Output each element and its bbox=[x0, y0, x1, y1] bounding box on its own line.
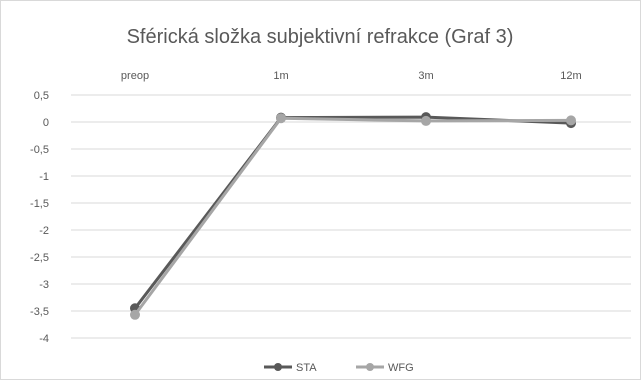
x-tick-label: 12m bbox=[560, 70, 581, 82]
y-tick-label: -3 bbox=[39, 279, 49, 291]
y-tick-label: 0 bbox=[43, 117, 49, 129]
legend-marker-sta bbox=[274, 363, 282, 371]
y-axis-ticks: 0,5 0 -0,5 -1 -1,5 -2 -2,5 -3 -3,5 -4 bbox=[30, 90, 49, 345]
y-tick-label: -4 bbox=[39, 333, 49, 345]
legend-label-wfg: WFG bbox=[388, 362, 414, 374]
y-tick-label: 0,5 bbox=[34, 90, 49, 102]
data-point-wfg bbox=[566, 115, 576, 126]
x-tick-label: 1m bbox=[273, 70, 288, 82]
y-tick-label: -2,5 bbox=[30, 252, 49, 264]
data-point-wfg bbox=[421, 115, 431, 126]
y-tick-label: -0,5 bbox=[30, 144, 49, 156]
y-tick-label: -3,5 bbox=[30, 306, 49, 318]
data-point-wfg bbox=[130, 309, 140, 320]
x-tick-label: preop bbox=[121, 70, 149, 82]
x-tick-label: 3m bbox=[418, 70, 433, 82]
chart-title: Sférická složka subjektivní refrakce (Gr… bbox=[127, 26, 514, 48]
legend: STA WFG bbox=[264, 362, 414, 374]
series-group bbox=[130, 112, 576, 320]
y-tick-label: -2 bbox=[39, 225, 49, 237]
legend-label-sta: STA bbox=[296, 362, 317, 374]
grid-lines bbox=[71, 94, 631, 339]
x-axis-ticks: preop 1m 3m 12m bbox=[121, 70, 582, 82]
legend-marker-wfg bbox=[366, 363, 374, 371]
series-line-sta bbox=[133, 115, 572, 310]
data-point-wfg bbox=[276, 113, 286, 124]
y-tick-label: -1 bbox=[39, 171, 49, 183]
series-line-wfg bbox=[133, 116, 572, 316]
y-tick-label: -1,5 bbox=[30, 198, 49, 210]
